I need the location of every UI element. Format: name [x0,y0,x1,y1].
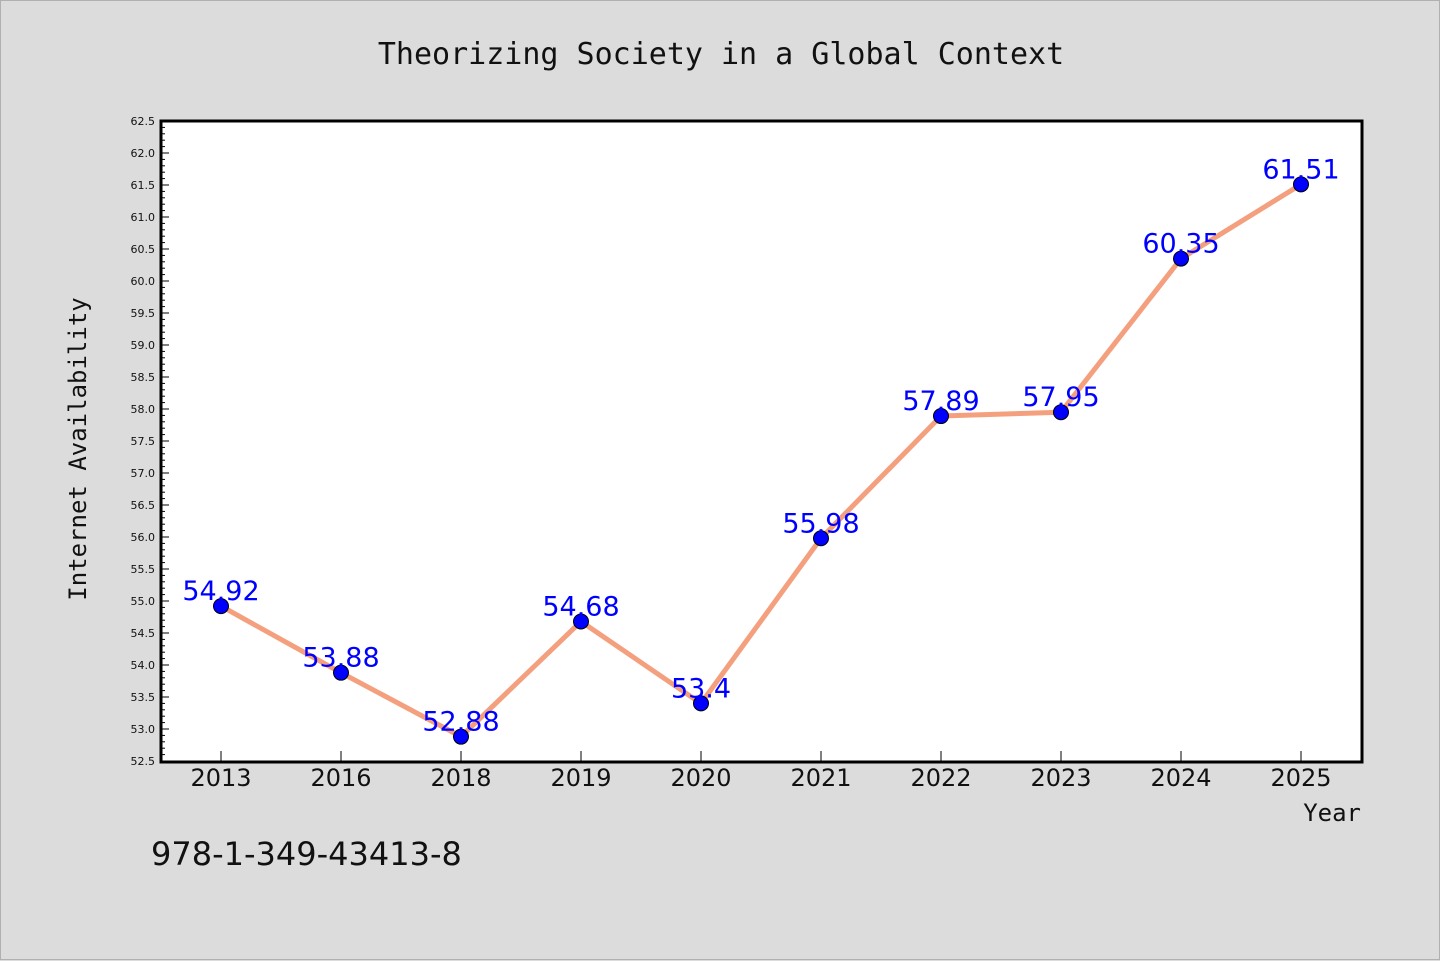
y-tick-label: 55.0 [131,595,156,608]
plot-area [159,119,1364,764]
x-tick-label: 2023 [1030,764,1091,792]
y-tick-label: 59.0 [131,339,156,352]
x-tick-label: 2019 [550,764,611,792]
y-tick-label: 61.5 [131,179,156,192]
data-label: 57.89 [902,386,979,417]
chart-title: Theorizing Society in a Global Context [378,37,1064,72]
data-point [933,408,949,425]
y-tick-label: 62.0 [131,147,156,160]
data-point [813,530,829,547]
data-label: 54.92 [182,576,259,607]
x-tick-label: 2013 [190,764,251,792]
data-label: 53.88 [302,643,379,674]
data-label: 61.51 [1262,154,1339,185]
x-tick-label: 2024 [1150,764,1211,792]
y-tick-label: 57.5 [131,435,156,448]
y-tick-label: 58.0 [131,403,156,416]
data-point [213,598,229,615]
data-point [1293,176,1309,193]
y-axis-title: Internet Availability [64,297,92,600]
x-tick-label: 2022 [910,764,971,792]
x-tick-label: 2025 [1270,764,1331,792]
y-tick-label: 55.5 [131,563,156,576]
y-tick-label: 58.5 [131,371,156,384]
data-label: 55.98 [782,508,859,539]
series-line-group [218,181,1304,740]
x-tick-label: 2018 [430,764,491,792]
data-point [1173,250,1189,267]
x-tick-label: 2020 [670,764,731,792]
series-line [218,181,1304,740]
x-axis: 2013 2016 2018 2019 2020 2021 2022 2023 2024 2025 [190,751,1332,792]
data-point [693,695,709,712]
y-tick-label: 54.5 [131,627,156,640]
y-tick-label: 53.0 [131,723,156,736]
y-tick-label: 56.0 [131,531,156,544]
y-tick-label: 54.0 [131,659,156,672]
y-tick-label: 59.5 [131,307,156,320]
data-point [453,728,469,745]
data-label: 54.68 [542,591,619,622]
isbn-text: 978-1-349-43413-8 [151,835,462,873]
data-label: 57.95 [1022,382,1099,413]
data-label: 52.88 [422,707,499,738]
y-tick-label: 62.5 [131,115,156,128]
data-label: 53.4 [671,673,731,704]
data-labels: 54.92 53.88 52.88 54.68 53.4 55.98 57.89 57.95 6… [182,154,1339,737]
data-markers [213,176,1309,745]
y-tick-label: 61.0 [131,211,156,224]
x-tick-label: 2021 [790,764,851,792]
y-tick-label: 57.0 [131,467,156,480]
y-tick-label: 60.0 [131,275,156,288]
data-point [1053,404,1069,421]
x-axis-title: Year [1303,799,1361,827]
y-tick-label: 53.5 [131,691,156,704]
data-label: 60.35 [1142,229,1219,260]
data-point [333,664,349,681]
x-tick-label: 2016 [310,764,371,792]
y-tick-label: 56.5 [131,499,156,512]
y-tick-label: 52.5 [131,755,156,768]
y-tick-label: 60.5 [131,243,156,256]
y-axis: 52.5 53.0 53.5 54.0 54.5 55.0 55.5 56.0 56.5 57.0… [131,115,169,768]
data-point [573,613,589,630]
